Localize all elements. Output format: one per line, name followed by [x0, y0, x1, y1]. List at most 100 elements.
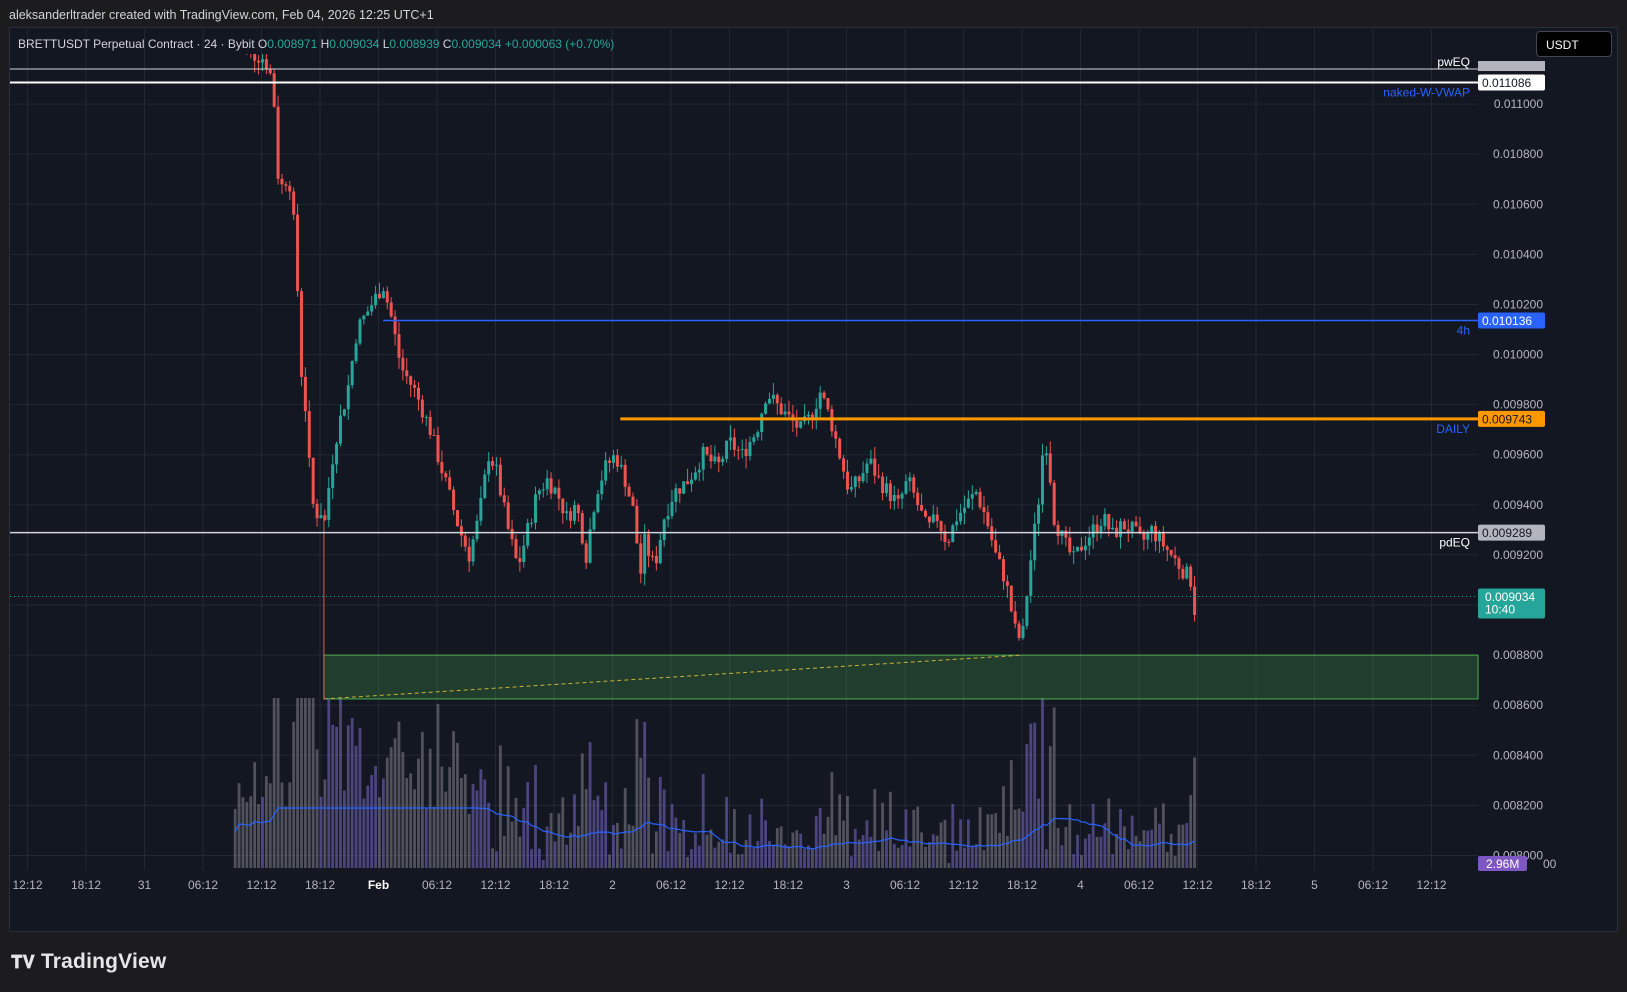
- time-tick-label: 18:12: [305, 878, 335, 892]
- candle-body: [1072, 551, 1076, 553]
- volume-bar: [994, 813, 998, 868]
- symbol-name[interactable]: BRETTUSDT Perpetual Contract · 24 · Bybi…: [18, 37, 255, 51]
- volume-bar: [506, 766, 510, 868]
- currency-selector[interactable]: USDT: [1536, 31, 1612, 57]
- candle-body: [1044, 453, 1048, 456]
- volume-bar: [651, 853, 654, 868]
- candle-body: [362, 315, 366, 320]
- volume-bar: [998, 832, 1001, 868]
- volume-bar: [608, 854, 611, 868]
- volume-bar: [697, 845, 701, 868]
- candle-body: [572, 505, 576, 521]
- volume-bar: [553, 841, 557, 868]
- candle-body: [436, 434, 440, 462]
- volume-bar: [1072, 854, 1076, 868]
- candle-body: [982, 507, 986, 513]
- candle-body: [775, 394, 779, 404]
- time-tick-label: 06:12: [188, 878, 218, 892]
- volume-bar: [257, 804, 260, 868]
- volume-bar: [1087, 834, 1091, 868]
- volume-bar: [853, 828, 857, 868]
- close-label: C: [442, 37, 452, 51]
- volume-bar: [354, 745, 358, 868]
- candle-body: [580, 513, 584, 544]
- volume-bar: [1064, 826, 1068, 868]
- candle-body: [440, 461, 444, 474]
- volume-bar: [580, 753, 584, 868]
- volume-bar: [1150, 829, 1154, 868]
- time-axis: 12:12 18:12 31 06:12 12:12 18:12 Feb 06:12 12:12…: [12, 878, 1446, 892]
- candle-body: [732, 437, 736, 450]
- candle-body: [1118, 521, 1122, 537]
- level-label-pdeq: pdEQ: [1439, 536, 1470, 550]
- candle-body: [783, 411, 787, 415]
- volume-bar: [600, 810, 604, 868]
- volume-bar: [701, 774, 705, 868]
- volume-bar: [432, 806, 436, 868]
- volume-bar: [1044, 849, 1048, 868]
- volume-bar: [1091, 803, 1095, 868]
- volume-bar: [565, 844, 569, 868]
- volume-bar: [541, 859, 545, 868]
- volume-bar: [900, 845, 904, 868]
- volume-bar: [561, 797, 565, 868]
- volume-bar: [537, 848, 541, 868]
- candle-body: [1095, 524, 1099, 533]
- volume-bar: [385, 757, 389, 868]
- price-tick-label: 0.010600: [1493, 197, 1543, 211]
- volume-bar: [966, 819, 970, 868]
- volume-bar: [495, 851, 498, 868]
- candle-body: [842, 458, 846, 472]
- volume-bar: [881, 802, 884, 868]
- volume-bar: [573, 794, 576, 868]
- volume-bar: [935, 835, 939, 868]
- volume-bar: [370, 774, 374, 868]
- time-tick-label: 18:12: [539, 878, 569, 892]
- volume-bar: [916, 806, 920, 868]
- candle-body: [884, 483, 888, 494]
- candle-body: [1087, 537, 1091, 546]
- candle-body: [420, 399, 424, 418]
- candle-body: [873, 458, 877, 476]
- volume-bar: [311, 698, 315, 868]
- candle-body: [689, 479, 693, 485]
- candle-body: [955, 521, 959, 526]
- volume-bar: [1080, 854, 1083, 868]
- volume-bar: [463, 774, 467, 868]
- price-tick-label: 0.011000: [1494, 97, 1543, 111]
- candle-body: [522, 545, 526, 563]
- volume-bar: [440, 766, 444, 868]
- candle-body: [986, 512, 990, 527]
- candle-body: [377, 293, 381, 299]
- candle-body: [1161, 532, 1165, 547]
- time-tick-label: 12:12: [480, 878, 510, 892]
- volume-bar: [658, 776, 662, 868]
- candle-body: [756, 432, 760, 438]
- volume-bar: [978, 807, 982, 868]
- volume-bar: [331, 724, 335, 868]
- volume-bar: [459, 778, 463, 868]
- candle-body: [881, 476, 885, 494]
- candles: [246, 54, 1197, 641]
- volume-bar: [584, 789, 588, 868]
- volume-bar: [1122, 826, 1126, 868]
- time-tick-label: 18:12: [1241, 878, 1271, 892]
- open-label: O: [257, 37, 268, 51]
- volume-bar: [1142, 830, 1146, 868]
- volume-bar: [1146, 830, 1150, 868]
- candle-body: [354, 343, 358, 361]
- candle-body: [374, 293, 378, 306]
- candle-body: [1064, 530, 1068, 538]
- candle-body: [705, 446, 709, 455]
- volume-bar: [1111, 854, 1115, 868]
- candle-body: [767, 398, 771, 404]
- candle-body: [970, 494, 974, 499]
- candle-body: [385, 291, 389, 303]
- candle-body: [927, 516, 931, 523]
- candle-body: [678, 488, 682, 494]
- countdown-text: 10:40: [1485, 602, 1515, 616]
- candle-body: [424, 416, 428, 418]
- candle-body: [1181, 568, 1185, 579]
- volume-bar: [467, 813, 471, 868]
